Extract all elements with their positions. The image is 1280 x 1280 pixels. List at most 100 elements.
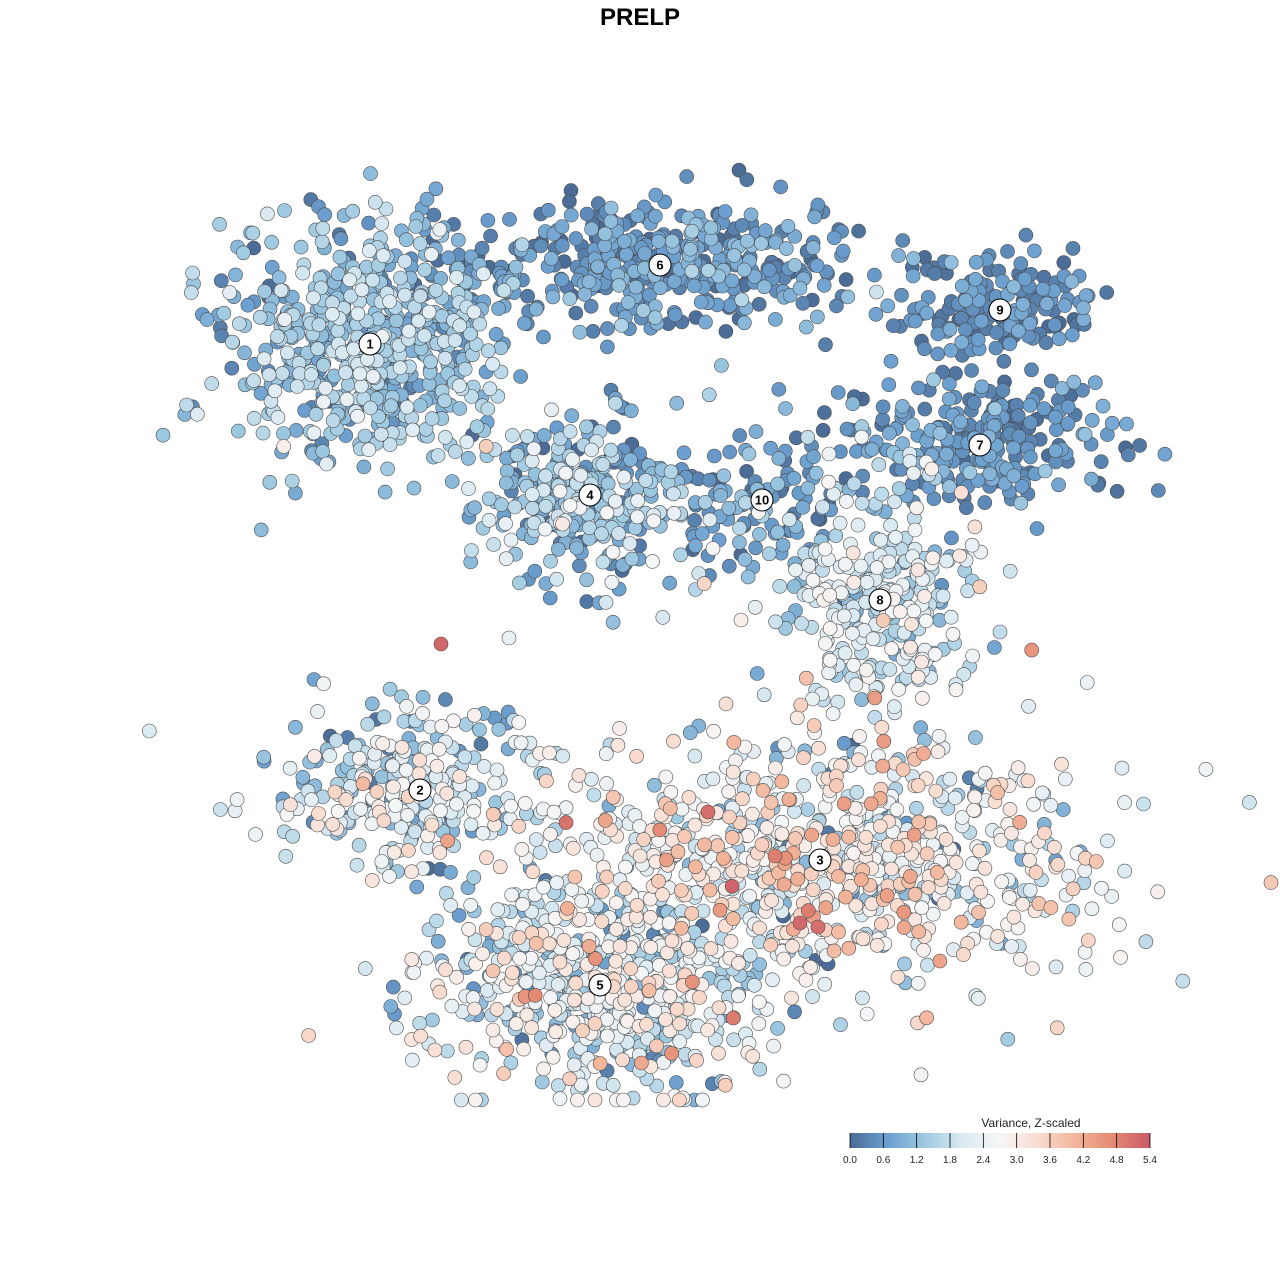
cell-point <box>907 313 923 329</box>
cell-point <box>565 452 580 467</box>
cell-point <box>684 223 700 239</box>
cell-point <box>560 901 575 916</box>
cell-point <box>953 914 969 930</box>
cell-point <box>805 572 821 588</box>
cell-point <box>767 848 783 864</box>
cell-point <box>246 410 262 426</box>
cell-point <box>524 453 540 469</box>
cell-point <box>774 774 790 790</box>
cell-point <box>932 953 948 969</box>
cell-point <box>954 334 970 350</box>
cell-point <box>407 824 423 840</box>
cluster-label-text: 6 <box>656 258 663 273</box>
cell-point <box>475 946 490 962</box>
cell-point <box>185 265 200 281</box>
cell-point <box>891 248 906 263</box>
cell-point <box>947 790 963 806</box>
cell-point <box>846 575 862 590</box>
cell-point <box>327 784 343 800</box>
cell-point <box>667 307 683 323</box>
cell-point <box>1119 416 1134 432</box>
cell-point <box>399 399 415 415</box>
cell-point <box>635 303 651 318</box>
cell-point <box>608 895 624 911</box>
cell-point <box>831 924 846 940</box>
cell-point <box>988 340 1004 356</box>
cell-point <box>377 484 393 500</box>
cell-point <box>406 965 422 980</box>
cell-point <box>1060 416 1076 431</box>
cell-point <box>766 1038 781 1054</box>
cell-point <box>449 270 464 285</box>
cell-point <box>932 425 948 441</box>
cell-point <box>264 235 280 250</box>
cell-point <box>543 553 558 569</box>
cell-point <box>751 296 767 312</box>
cell-point <box>412 752 427 768</box>
cell-point <box>304 792 319 808</box>
cell-point <box>293 239 309 255</box>
cell-point <box>839 494 854 509</box>
cell-point <box>784 990 799 1006</box>
cell-point <box>519 429 535 444</box>
cell-point <box>526 441 542 457</box>
cell-point <box>1022 882 1038 898</box>
cell-point <box>278 848 294 864</box>
cell-point <box>739 464 754 479</box>
cell-point <box>754 837 770 852</box>
cell-point <box>1151 483 1166 498</box>
cell-point <box>895 762 911 777</box>
cell-point <box>920 880 936 895</box>
cell-point <box>378 201 394 217</box>
cell-point <box>274 366 290 381</box>
cell-point <box>805 989 820 1004</box>
cell-point <box>743 207 759 223</box>
cell-point <box>1000 244 1015 259</box>
cell-point <box>468 1092 483 1108</box>
cell-point <box>369 784 385 800</box>
cell-point <box>964 537 980 553</box>
cell-point <box>752 920 767 936</box>
cell-point <box>520 288 535 304</box>
cell-point <box>705 541 721 556</box>
cell-point <box>479 850 494 866</box>
cell-point <box>859 574 875 590</box>
cell-point <box>890 969 906 985</box>
cell-point <box>710 838 725 854</box>
cell-point <box>519 1007 535 1023</box>
cell-point <box>393 270 408 286</box>
cluster-label-text: 1 <box>366 337 373 352</box>
cell-point <box>517 796 533 811</box>
cell-point <box>1002 890 1017 905</box>
cell-point <box>1006 468 1022 484</box>
cell-point <box>552 431 568 447</box>
cell-point <box>550 541 566 557</box>
cell-point <box>462 326 478 342</box>
cell-point <box>598 746 614 762</box>
cell-point <box>972 843 987 859</box>
cell-point <box>846 657 862 673</box>
cell-point <box>316 676 331 692</box>
cell-point <box>476 759 492 774</box>
cell-point <box>941 391 957 407</box>
cell-point <box>437 393 453 409</box>
cell-point <box>478 438 494 454</box>
cell-point <box>634 1055 649 1071</box>
cell-point <box>850 517 866 533</box>
cell-point <box>831 869 846 884</box>
cell-point <box>775 537 791 553</box>
cell-point <box>724 830 740 845</box>
cell-point <box>437 350 453 366</box>
cell-point <box>953 414 968 430</box>
cell-point <box>967 519 983 535</box>
cell-point <box>803 959 818 975</box>
cell-point <box>920 957 935 973</box>
cell-point <box>875 613 891 628</box>
cell-point <box>554 219 570 234</box>
cell-point <box>351 750 367 766</box>
cell-point <box>604 574 620 590</box>
cell-point <box>430 448 446 463</box>
cell-point <box>968 271 983 287</box>
cell-point <box>581 274 597 290</box>
cell-point <box>389 1020 404 1036</box>
